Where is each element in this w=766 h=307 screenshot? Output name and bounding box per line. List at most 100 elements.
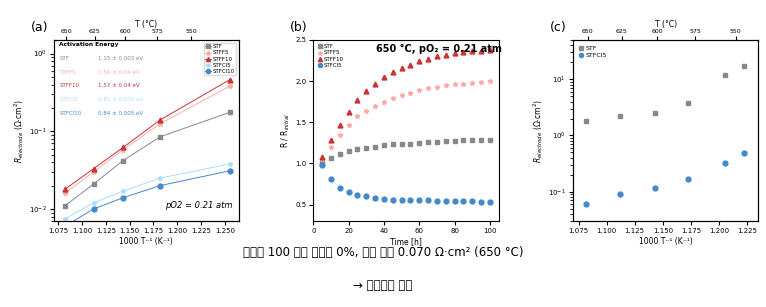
- STFF10: [476, 49, 486, 52]
- STFF10: [371, 82, 380, 85]
- STFCl5: [582, 202, 591, 206]
- STFF10: [317, 155, 326, 159]
- STF: [616, 114, 625, 118]
- STFCl5: [486, 200, 495, 204]
- STF: [155, 135, 165, 139]
- STFCl5: [616, 192, 625, 196]
- STFCl10: [225, 169, 234, 173]
- STFF10: [379, 75, 388, 79]
- STF: [441, 139, 450, 143]
- STFF5: [432, 85, 441, 89]
- STF: [414, 141, 424, 145]
- Text: STFF10: STFF10: [59, 84, 79, 88]
- STFCl5: [344, 190, 353, 194]
- STFF10: [326, 138, 336, 142]
- STFCl10: [119, 196, 128, 200]
- Legend: STF, STFF5, STFF10, STFCl5: STF, STFF5, STFF10, STFCl5: [316, 43, 345, 69]
- STF: [739, 64, 748, 68]
- Text: 0.81 ± 0.005 eV: 0.81 ± 0.005 eV: [98, 97, 143, 102]
- Text: STFF5: STFF5: [59, 70, 76, 75]
- STFF10: [353, 98, 362, 102]
- STFF5: [441, 84, 450, 87]
- STFF5: [317, 157, 326, 161]
- STFCl5: [424, 199, 433, 202]
- STFCl5: [388, 198, 398, 201]
- STFF10: [397, 66, 406, 70]
- STFF5: [155, 122, 165, 126]
- STF: [317, 161, 326, 165]
- X-axis label: T (°C): T (°C): [655, 20, 676, 29]
- X-axis label: 1000 T⁻¹ (K⁻¹): 1000 T⁻¹ (K⁻¹): [639, 237, 692, 246]
- STFF10: [406, 63, 415, 66]
- STFCl5: [683, 177, 692, 181]
- STFCl5: [450, 200, 459, 203]
- STFF5: [353, 115, 362, 118]
- STFCl5: [371, 196, 380, 200]
- STFCl5: [397, 198, 406, 201]
- Legend: STF, STFCl5: STF, STFCl5: [576, 43, 609, 60]
- STFCl5: [720, 161, 729, 165]
- Y-axis label: $R_{electrode}$ ($\Omega$$\cdot$cm$^2$): $R_{electrode}$ ($\Omega$$\cdot$cm$^2$): [12, 99, 26, 162]
- Text: STF: STF: [59, 56, 69, 61]
- Text: STFCl5: STFCl5: [59, 97, 78, 102]
- STFF10: [388, 70, 398, 74]
- STF: [582, 119, 591, 123]
- Text: → 정량목표 달성: → 정량목표 달성: [353, 279, 413, 292]
- STFF5: [397, 93, 406, 97]
- X-axis label: Time [h]: Time [h]: [390, 237, 422, 246]
- STFF5: [61, 191, 70, 195]
- STFF10: [414, 60, 424, 63]
- Y-axis label: $R_{electrode}$ ($\Omega$$\cdot$cm$^2$): $R_{electrode}$ ($\Omega$$\cdot$cm$^2$): [532, 99, 545, 162]
- STF: [650, 111, 660, 115]
- Line: STF: STF: [319, 137, 493, 166]
- Line: STFF10: STFF10: [319, 47, 493, 159]
- STFCl5: [336, 186, 345, 190]
- STFF5: [486, 79, 495, 83]
- STFF10: [155, 118, 165, 122]
- Line: STFCl5: STFCl5: [584, 151, 746, 207]
- STF: [371, 145, 380, 149]
- Legend: STF, STFF5, STFF10, STFCl5, STFCl10: STF, STFF5, STFF10, STFCl5, STFCl10: [204, 43, 236, 76]
- STFCl5: [89, 201, 98, 205]
- STFCl5: [61, 217, 70, 220]
- STFF5: [362, 109, 371, 113]
- STFF10: [61, 187, 70, 191]
- STFF5: [326, 145, 336, 149]
- STF: [432, 140, 441, 144]
- STFF10: [89, 167, 98, 171]
- STFCl5: [739, 151, 748, 155]
- STF: [336, 153, 345, 156]
- Text: 1.15 ± 0.003 eV: 1.15 ± 0.003 eV: [98, 56, 143, 61]
- STF: [683, 101, 692, 105]
- Text: 공기극 100 시간 열화율 0%, 전극 저항 0.070 Ω·cm² (650 °C): 공기극 100 시간 열화율 0%, 전극 저항 0.070 Ω·cm² (65…: [243, 246, 523, 258]
- Y-axis label: R / R$_{initial}$: R / R$_{initial}$: [280, 113, 293, 148]
- STF: [344, 149, 353, 153]
- STF: [89, 182, 98, 186]
- STFF10: [450, 51, 459, 55]
- STFCl5: [476, 200, 486, 204]
- STFCl5: [432, 200, 441, 203]
- STF: [119, 159, 128, 162]
- STFF5: [476, 80, 486, 84]
- Text: 1.57 ± 0.04 eV: 1.57 ± 0.04 eV: [98, 84, 139, 88]
- Text: STFCl10: STFCl10: [59, 111, 81, 115]
- Text: 0.84 ± 0.005 eV: 0.84 ± 0.005 eV: [98, 111, 143, 115]
- STF: [486, 138, 495, 141]
- STFF10: [362, 89, 371, 93]
- STF: [353, 148, 362, 151]
- STF: [362, 146, 371, 150]
- STFF5: [424, 87, 433, 90]
- STFF5: [414, 88, 424, 92]
- STF: [397, 142, 406, 146]
- STF: [225, 111, 234, 114]
- X-axis label: 1000 T⁻¹ (K⁻¹): 1000 T⁻¹ (K⁻¹): [119, 237, 173, 246]
- STF: [476, 138, 486, 141]
- STFF10: [459, 50, 468, 54]
- STFCl5: [119, 189, 128, 193]
- STF: [450, 139, 459, 143]
- Line: STFCl5: STFCl5: [319, 163, 493, 204]
- Line: STFF10: STFF10: [63, 77, 232, 192]
- Line: STFCl5: STFCl5: [63, 161, 232, 221]
- X-axis label: T (°C): T (°C): [136, 20, 157, 29]
- STF: [459, 138, 468, 142]
